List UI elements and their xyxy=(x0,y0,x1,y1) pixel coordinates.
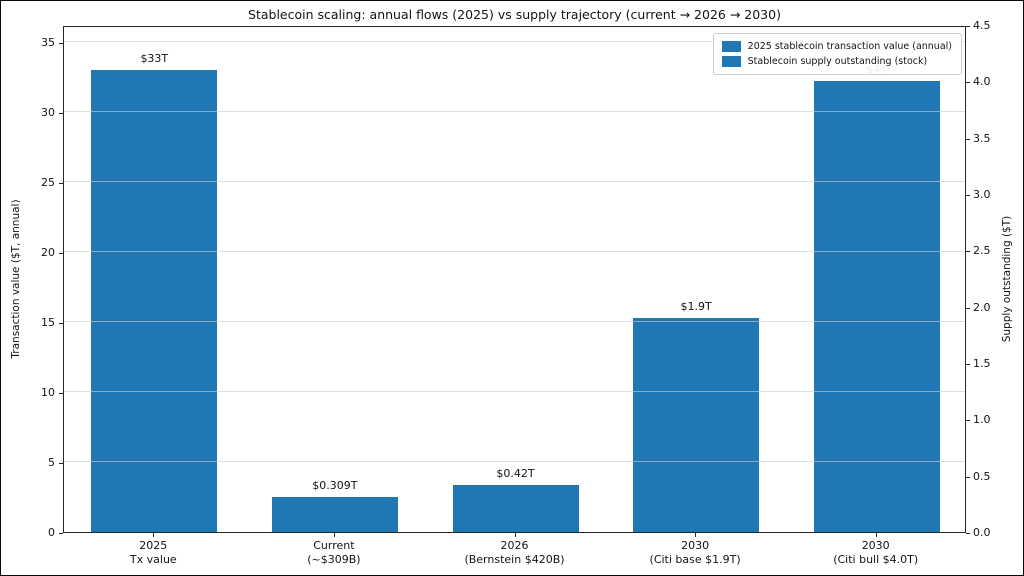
left-tick-mark xyxy=(59,112,63,114)
bar-value-label: $1.9T xyxy=(680,299,712,313)
right-tick-mark xyxy=(966,82,970,84)
left-tick-mark xyxy=(59,462,63,464)
gridline xyxy=(64,460,965,462)
bar-value-label: $0.42T xyxy=(496,466,535,480)
legend-swatch-icon xyxy=(721,56,741,67)
right-tick-mark xyxy=(966,476,970,478)
legend-label: Stablecoin supply outstanding (stock) xyxy=(747,56,928,67)
left-tick-mark xyxy=(59,252,63,254)
right-tick-mark xyxy=(966,138,970,140)
right-y-tick-label: 0.5 xyxy=(973,469,991,483)
x-tick-label: 2030 (Citi base $1.9T) xyxy=(649,539,741,566)
right-tick-mark xyxy=(966,364,970,365)
x-tick-mark xyxy=(695,533,697,537)
bar-value-label: $0.309T xyxy=(312,479,358,493)
gridline xyxy=(64,390,965,392)
legend-entry: Stablecoin supply outstanding (stock) xyxy=(721,54,952,69)
left-y-axis-label: Transaction value ($T, annual) xyxy=(10,199,22,359)
left-y-tick-label: 20 xyxy=(41,245,55,259)
left-y-tick-label: 35 xyxy=(41,35,55,49)
right-tick-mark xyxy=(966,195,970,196)
left-y-tick-label: 10 xyxy=(41,385,55,399)
bar xyxy=(452,484,579,532)
legend-swatch-icon xyxy=(721,41,741,52)
bar xyxy=(813,81,940,532)
gridline xyxy=(64,40,965,42)
right-tick-mark xyxy=(966,307,970,309)
legend-label: 2025 stablecoin transaction value (annua… xyxy=(747,41,952,52)
x-tick-label: 2026 (Bernstein $420B) xyxy=(464,539,565,566)
x-tick-label: 2025 Tx value xyxy=(129,539,177,566)
gridline xyxy=(64,110,965,112)
x-tick-mark xyxy=(514,533,516,537)
gridline xyxy=(64,180,965,182)
x-tick-label: 2030 (Citi bull $4.0T) xyxy=(833,539,919,566)
left-y-tick-label: 30 xyxy=(41,105,55,119)
x-tick-mark xyxy=(153,533,155,537)
bar xyxy=(633,317,760,532)
right-y-tick-label: 4.5 xyxy=(973,19,991,32)
left-y-tick-label: 0 xyxy=(48,526,55,539)
left-tick-mark xyxy=(59,392,63,394)
right-y-tick-label: 1.5 xyxy=(973,357,991,370)
left-tick-mark xyxy=(59,322,63,324)
bar xyxy=(91,69,218,532)
right-y-axis-label: Supply outstanding ($T) xyxy=(1001,215,1013,343)
right-tick-mark xyxy=(966,251,970,253)
bar-value-label: $33T xyxy=(140,51,169,65)
right-y-tick-label: 1.0 xyxy=(973,413,991,427)
x-tick-mark xyxy=(875,533,877,537)
left-y-tick-label: 5 xyxy=(48,455,55,469)
left-tick-mark xyxy=(59,42,63,44)
left-tick-mark xyxy=(59,182,63,184)
left-tick-mark xyxy=(59,533,63,534)
right-y-tick-label: 2.5 xyxy=(973,244,991,258)
right-y-tick-label: 4.0 xyxy=(973,75,991,89)
right-y-tick-label: 2.0 xyxy=(973,300,991,314)
right-y-tick-label: 0.0 xyxy=(973,526,991,539)
x-tick-mark xyxy=(333,533,335,537)
plot-area: 2025 stablecoin transaction value (annua… xyxy=(63,26,966,533)
bar xyxy=(271,497,398,532)
left-y-tick-label: 25 xyxy=(41,175,55,189)
right-y-tick-label: 3.0 xyxy=(973,188,991,201)
legend-entry: 2025 stablecoin transaction value (annua… xyxy=(721,39,952,54)
gridline xyxy=(64,320,965,322)
x-tick-label: Current (~$309B) xyxy=(307,539,361,566)
right-tick-mark xyxy=(966,26,970,27)
right-tick-mark xyxy=(966,533,970,534)
right-tick-mark xyxy=(966,420,970,422)
left-y-tick-label: 15 xyxy=(41,315,55,329)
chart-title: Stablecoin scaling: annual flows (2025) … xyxy=(248,7,781,22)
legend: 2025 stablecoin transaction value (annua… xyxy=(712,33,962,75)
gridline xyxy=(64,250,965,252)
right-y-tick-label: 3.5 xyxy=(973,131,991,145)
